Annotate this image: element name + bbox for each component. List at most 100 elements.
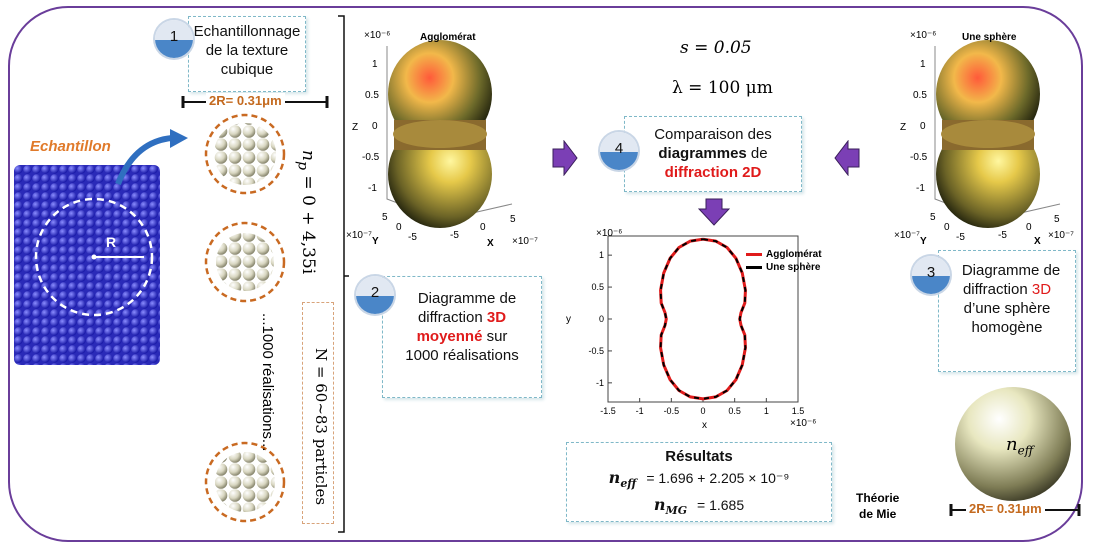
chart-x-tick-label-0: -1.5 — [600, 406, 616, 416]
step2-line2b: 3D — [486, 309, 507, 326]
sample-arrow — [115, 129, 188, 186]
chart-2d: -1.5 -1 -0.5 0 0.5 1 1.5 1 0.5 0 -0.5 -1 — [588, 235, 805, 416]
plot-right-x-tick-0: -5 — [998, 230, 1007, 241]
step1-line2: de la texture — [205, 42, 289, 59]
series-line-1 — [659, 238, 747, 400]
legend-item-0: Agglomérat — [746, 248, 822, 261]
plot-left-z-tick-3: -0.5 — [362, 152, 380, 163]
step3-box: Diagramme de diffraction 3D d’une sphère… — [938, 250, 1076, 372]
chart-xlabel: x — [702, 420, 707, 431]
results-neff: neff = 1.696 + 2.205 × 10⁻⁹ — [567, 468, 831, 493]
plot-right-title: Une sphère — [962, 32, 1017, 43]
plot-left-z-tick-0: 1 — [372, 59, 378, 70]
plot-left-exp3: ×10⁻⁷ — [512, 236, 538, 247]
results-neff-value: = 1.696 + 2.205 × 10⁻⁹ — [646, 470, 790, 486]
diameter-label-2: 2R= 0.31μm — [966, 501, 1045, 516]
plot-right-z-tick-3: -0.5 — [910, 152, 928, 163]
plot-left-x-tick-1: 0 — [480, 222, 486, 233]
legend-label-1: Une sphère — [766, 262, 821, 273]
plot-right-x-tick-1: 0 — [1026, 222, 1032, 233]
outer-frame — [8, 6, 1083, 542]
chart-x-tick-label-6: 1.5 — [792, 406, 805, 416]
step2-line3b: sur — [482, 328, 508, 345]
step3-line3: d’une sphère — [963, 300, 1051, 317]
plot-right-exp3: ×10⁻⁷ — [1048, 230, 1074, 241]
plot-right-exp: ×10⁻⁶ — [910, 30, 937, 41]
chart-x-tick-label-5: 1 — [764, 406, 769, 416]
step1-box: Echantillonnage de la texture cubique — [188, 16, 306, 92]
np-n: n — [298, 150, 318, 161]
plot-left-exp2: ×10⁻⁷ — [346, 230, 372, 241]
n-particles-box — [302, 302, 334, 524]
plot-right-x-tick-2: 5 — [1054, 214, 1060, 225]
step1-line1: Echantillonnage — [193, 23, 301, 40]
results-nmg-sub: MG — [665, 503, 688, 517]
plot-left-y-tick-0: 5 — [382, 212, 388, 223]
plot-right-z-tick-2: 0 — [920, 121, 926, 132]
plot-left-3d — [386, 40, 513, 228]
step2-number: 2 — [370, 283, 380, 301]
chart-y-tick-label-2: 0 — [599, 314, 604, 324]
plot-left-zlabel: Z — [352, 122, 359, 133]
results-neff-sub: eff — [620, 476, 637, 490]
step2-line3a: moyenné — [416, 328, 483, 345]
n-particles-label: N = 60~83 particles — [312, 348, 330, 506]
step3-badge: 3 — [912, 256, 950, 294]
np-sub: p — [294, 160, 311, 171]
step2-box: Diagramme de diffraction 3D moyenné sur … — [382, 276, 542, 398]
arrow-left — [834, 140, 860, 176]
step2-line3: moyenné sur — [383, 327, 541, 346]
step2-badge: 2 — [356, 276, 394, 314]
realizations-label: ...1000 réalisations... — [259, 313, 276, 452]
step3-line2a: diffraction — [962, 281, 1032, 298]
arrow-right — [552, 140, 578, 176]
step1-badge: 1 — [155, 20, 193, 58]
step4-line1: Comparaison des — [654, 126, 772, 143]
chart-x-tick-label-2: -0.5 — [664, 406, 680, 416]
results-neff-n: n — [608, 468, 621, 487]
results-nmg-value: = 1.685 — [697, 496, 745, 513]
legend-label-0: Agglomérat — [766, 249, 822, 260]
chart-x-tick-label-3: 0 — [700, 406, 705, 416]
chart-y-tick-label-1: 0.5 — [591, 282, 604, 292]
sample-label: Echantillon — [30, 138, 111, 155]
step3-number: 3 — [926, 263, 936, 281]
chart-x-exp: ×10⁻⁶ — [790, 418, 817, 429]
plot-left-x-tick-0: -5 — [450, 230, 459, 241]
chart-y-tick-label-4: -1 — [596, 378, 604, 388]
step3-line2: diffraction 3D — [939, 280, 1075, 299]
plot-right-xlabel: X — [1034, 236, 1041, 247]
step4-line2a: diagrammes — [658, 145, 747, 162]
theory-line1: Théorie — [856, 491, 900, 505]
results-nmg-n: n — [653, 494, 666, 514]
radius-label: R — [106, 234, 117, 250]
step3-line4: homogène — [971, 319, 1043, 336]
neff-sphere-n: n — [1006, 434, 1018, 455]
step2-line1: Diagramme de — [417, 290, 517, 307]
arrow-down — [698, 198, 730, 226]
plot-right-y-tick-1: 0 — [944, 222, 950, 233]
plot-right-z-tick-0: 1 — [920, 59, 926, 70]
plot-left-ylabel: Y — [372, 236, 379, 247]
chart-x-tick-label-4: 0.5 — [728, 406, 741, 416]
step3-line1: Diagramme de — [961, 262, 1061, 279]
step3-line2b: 3D — [1031, 281, 1052, 298]
step2-line2: diffraction 3D — [383, 308, 541, 327]
np-label: np = 0 + 4,35i — [295, 150, 318, 274]
param-lambda: λ = 100 μm — [672, 78, 773, 98]
step4-line2b: de — [746, 145, 768, 162]
chart-y-tick-label-0: 1 — [599, 250, 604, 260]
step4-line2: diagrammes de — [625, 144, 801, 163]
step4-badge: 4 — [600, 132, 638, 170]
bracket — [338, 15, 349, 533]
step1-line3: cubique — [220, 61, 274, 78]
plot-right-z-tick-4: -1 — [916, 183, 925, 194]
legend-item-1: Une sphère — [746, 261, 822, 274]
neff-sphere-sub: eff — [1017, 443, 1034, 458]
plot-left-y-tick-2: -5 — [408, 232, 417, 243]
results-title: Résultats — [665, 448, 733, 465]
step1-number: 1 — [169, 27, 179, 45]
plot-left-y-tick-1: 0 — [396, 222, 402, 233]
chart-legend: Agglomérat Une sphère — [746, 248, 822, 274]
step4-box: Comparaison des diagrammes de diffractio… — [624, 116, 802, 192]
